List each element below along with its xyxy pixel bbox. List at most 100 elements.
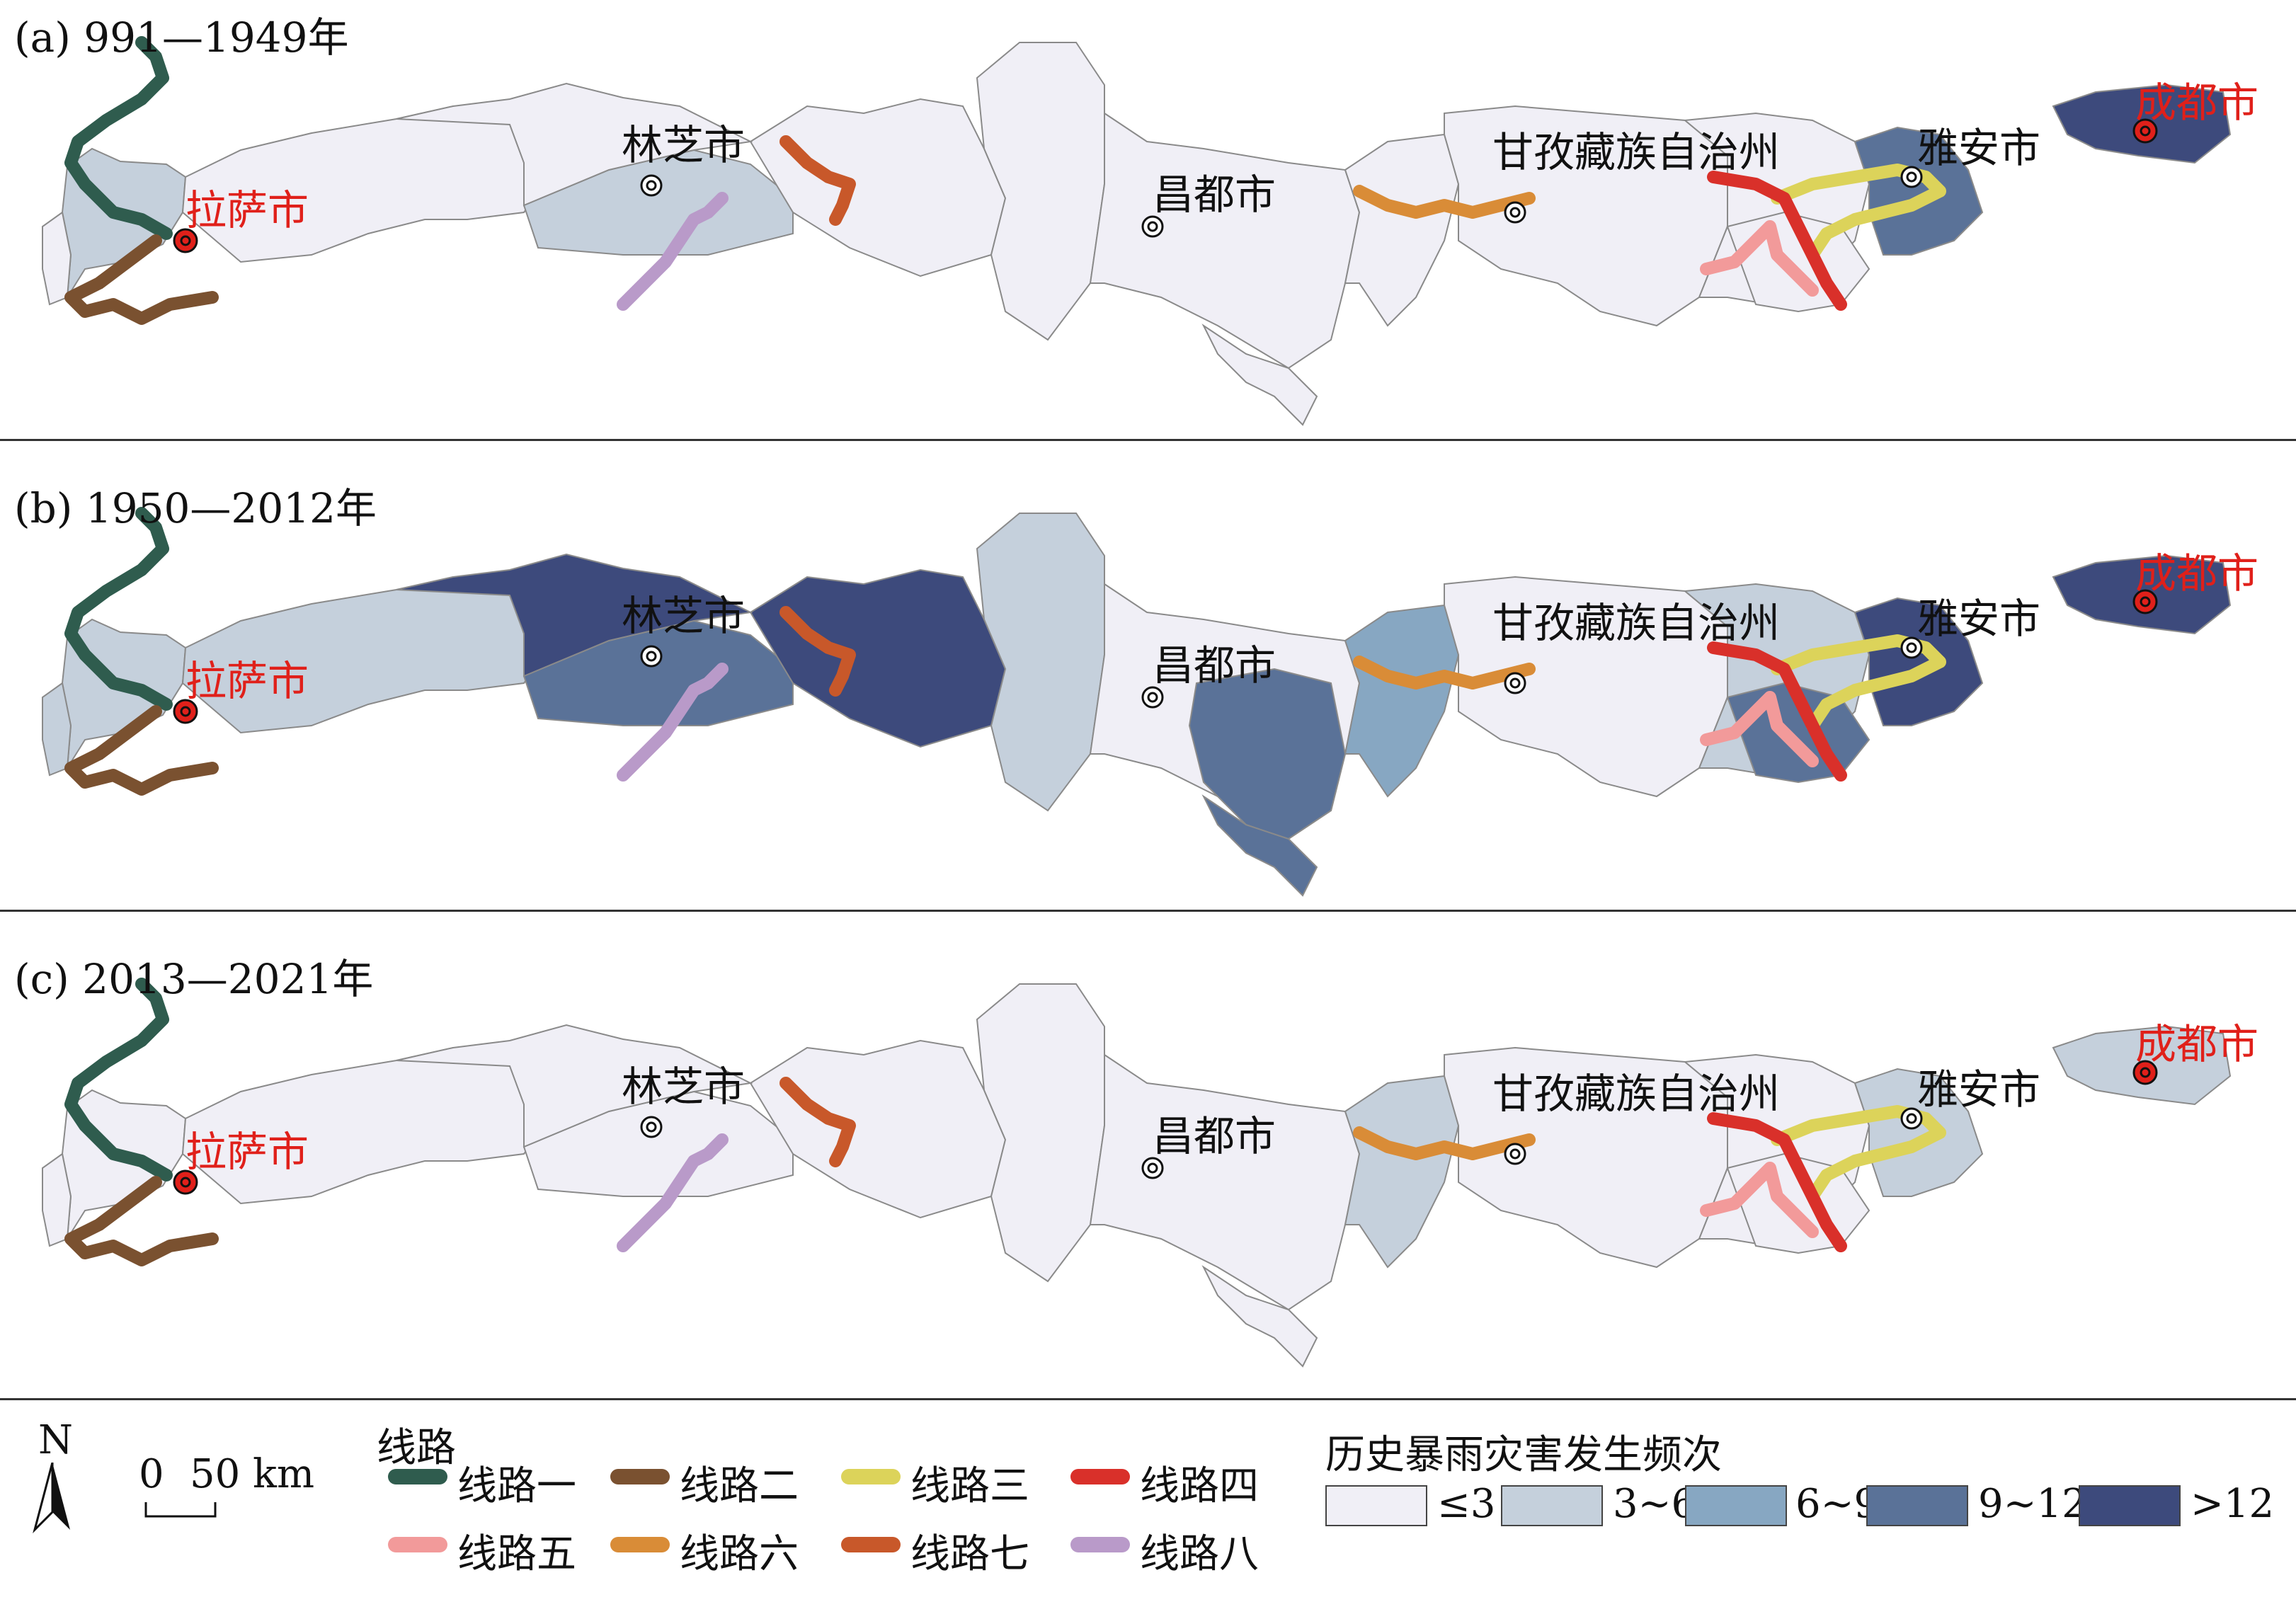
city-marker-dot-icon xyxy=(1906,1113,1917,1124)
route-2-label: 线路二 xyxy=(680,1463,799,1509)
north-label: N xyxy=(38,1417,73,1463)
route-7-line xyxy=(779,1077,856,1167)
city-marker-dot-icon xyxy=(646,651,657,662)
city-chengdu: 成都市 xyxy=(2135,1020,2259,1068)
route-4-swatch xyxy=(1070,1469,1130,1484)
city-marker-dot-icon xyxy=(2140,596,2151,607)
route-6-line xyxy=(1353,656,1536,690)
freq-class-2-swatch xyxy=(1501,1485,1603,1526)
city-yaan: 雅安市 xyxy=(1917,1065,2041,1114)
city-marker-dot-icon xyxy=(180,235,191,246)
route-8-label: 线路八 xyxy=(1140,1531,1259,1577)
city-marker-dot-icon xyxy=(180,1177,191,1188)
route-2-line xyxy=(64,1176,219,1266)
region-yaan xyxy=(1854,1068,1984,1197)
freq-class-3-swatch xyxy=(1685,1485,1787,1526)
region-west0 xyxy=(42,682,72,777)
freq-class-1-label: ≤3 xyxy=(1437,1481,1496,1527)
route-3-line xyxy=(1771,634,1946,732)
city-lhasa: 拉萨市 xyxy=(185,186,309,234)
region-nyingchiE xyxy=(749,98,1007,278)
freq-class-3-label: 6~9 xyxy=(1795,1481,1880,1527)
region-chamdoW xyxy=(976,983,1105,1283)
region-yaan xyxy=(1854,597,1984,726)
route-1-line xyxy=(64,978,173,1182)
region-nyingchiE xyxy=(749,568,1007,748)
panel-divider xyxy=(0,1398,2296,1400)
route-2-swatch xyxy=(610,1469,670,1484)
routes-title: 线路 xyxy=(377,1425,456,1471)
route-6-line xyxy=(1353,1126,1536,1160)
city-marker-icon xyxy=(173,1169,198,1195)
city-marker-dot-icon xyxy=(1147,221,1158,232)
region-chamdoW xyxy=(976,513,1105,812)
city-marker-dot-icon xyxy=(180,706,191,717)
city-marker-icon xyxy=(2132,118,2158,144)
city-chamdo: 昌都市 xyxy=(1153,171,1276,219)
region-chamdo xyxy=(1089,1053,1361,1311)
city-nyingchi: 林芝市 xyxy=(622,592,746,640)
route-7-line xyxy=(779,135,856,226)
city-marker-dot-icon xyxy=(1509,207,1521,218)
route-2-line xyxy=(64,234,219,325)
city-marker-icon xyxy=(1141,1157,1164,1179)
panel-b: (b) 1950—2012年 拉萨市 林芝市 昌都市 甘孜藏族自治州 雅安市 成… xyxy=(0,471,2296,910)
region-garzeW xyxy=(1344,133,1460,327)
route-3-line xyxy=(1771,164,1946,261)
route-3-label: 线路三 xyxy=(910,1463,1029,1509)
route-6-label: 线路六 xyxy=(680,1531,799,1577)
city-marker-icon xyxy=(173,699,198,724)
route-3-swatch xyxy=(841,1469,901,1484)
panel-title: (c) 2013—2021年 xyxy=(14,955,374,1003)
region-nyingchiN xyxy=(396,553,753,677)
route-2-line xyxy=(64,705,219,796)
city-chengdu: 成都市 xyxy=(2135,79,2259,127)
route-1-line xyxy=(64,507,173,711)
city-nyingchi: 林芝市 xyxy=(622,121,746,169)
route-8-line xyxy=(617,1133,729,1252)
route-6-line xyxy=(1353,185,1536,219)
city-lhasa: 拉萨市 xyxy=(185,657,309,705)
freq-title: 历史暴雨灾害发生频次 xyxy=(1325,1432,1722,1478)
north-arrow-icon xyxy=(33,1463,70,1533)
city-lhasa: 拉萨市 xyxy=(185,1128,309,1176)
route-5-line xyxy=(1700,1162,1819,1238)
map-a xyxy=(42,36,2232,426)
region-nyingchiN xyxy=(396,82,753,207)
route-6-swatch xyxy=(610,1537,670,1552)
route-8-swatch xyxy=(1070,1537,1130,1552)
city-marker-dot-icon xyxy=(1906,642,1917,653)
route-5-line xyxy=(1700,691,1819,767)
panel-c: (c) 2013—2021年 拉萨市 林芝市 昌都市 甘孜藏族自治州 雅安市 成… xyxy=(0,942,2296,1395)
city-marker-icon xyxy=(640,1116,663,1138)
city-marker-dot-icon xyxy=(1509,677,1521,689)
panel-divider xyxy=(0,910,2296,912)
route-4-line xyxy=(1707,171,1847,311)
route-7-label: 线路七 xyxy=(910,1531,1029,1577)
scale-bar xyxy=(144,1502,217,1518)
city-marker-icon xyxy=(1900,636,1923,659)
freq-class-4-swatch xyxy=(1866,1485,1968,1526)
city-marker-icon xyxy=(640,645,663,668)
city-nyingchi: 林芝市 xyxy=(622,1063,746,1111)
region-chamdoS xyxy=(1201,1265,1318,1368)
route-4-label: 线路四 xyxy=(1140,1463,1259,1509)
city-marker-icon xyxy=(1900,1107,1923,1130)
region-chamdoW xyxy=(976,42,1105,341)
city-marker-dot-icon xyxy=(2140,125,2151,137)
route-4-line xyxy=(1707,1112,1847,1252)
city-marker-icon xyxy=(1141,686,1164,709)
region-chamdo xyxy=(1089,112,1361,370)
region-nyingchiN xyxy=(396,1024,753,1148)
city-marker-icon xyxy=(1141,215,1164,238)
route-1-label: 线路一 xyxy=(457,1463,576,1509)
city-marker-dot-icon xyxy=(646,1121,657,1133)
city-chamdo: 昌都市 xyxy=(1153,641,1276,690)
freq-class-4-label: 9~12 xyxy=(1978,1481,2087,1527)
scale-zero: 0 xyxy=(139,1451,164,1497)
city-marker-icon xyxy=(1504,1143,1526,1165)
freq-class-5-swatch xyxy=(2079,1485,2181,1526)
region-garzeW xyxy=(1344,1075,1460,1269)
region-yaan xyxy=(1854,126,1984,256)
map-b xyxy=(42,507,2232,897)
